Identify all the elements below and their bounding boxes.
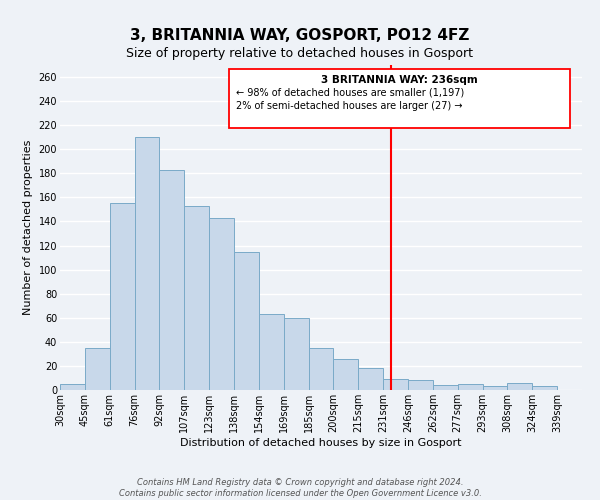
Bar: [184, 206, 209, 390]
Bar: [308, 348, 334, 390]
Bar: [134, 137, 160, 390]
Bar: [458, 384, 482, 390]
Bar: [110, 204, 134, 390]
Bar: [408, 380, 433, 390]
Bar: [60, 384, 85, 390]
Text: Size of property relative to detached houses in Gosport: Size of property relative to detached ho…: [127, 48, 473, 60]
Bar: [234, 252, 259, 390]
Bar: [532, 386, 557, 390]
Text: 3 BRITANNIA WAY: 236sqm: 3 BRITANNIA WAY: 236sqm: [321, 74, 478, 85]
Bar: [284, 318, 308, 390]
Bar: [482, 386, 508, 390]
Bar: [383, 379, 408, 390]
Text: 2% of semi-detached houses are larger (27) →: 2% of semi-detached houses are larger (2…: [236, 101, 463, 111]
Bar: [508, 383, 532, 390]
Bar: [358, 368, 383, 390]
Bar: [259, 314, 284, 390]
Text: ← 98% of detached houses are smaller (1,197): ← 98% of detached houses are smaller (1,…: [236, 88, 465, 98]
X-axis label: Distribution of detached houses by size in Gosport: Distribution of detached houses by size …: [180, 438, 462, 448]
FancyBboxPatch shape: [229, 68, 569, 128]
Y-axis label: Number of detached properties: Number of detached properties: [23, 140, 33, 315]
Bar: [160, 170, 184, 390]
Bar: [334, 358, 358, 390]
Text: 3, BRITANNIA WAY, GOSPORT, PO12 4FZ: 3, BRITANNIA WAY, GOSPORT, PO12 4FZ: [130, 28, 470, 42]
Bar: [209, 218, 234, 390]
Bar: [433, 385, 458, 390]
Bar: [85, 348, 110, 390]
Text: Contains HM Land Registry data © Crown copyright and database right 2024.
Contai: Contains HM Land Registry data © Crown c…: [119, 478, 481, 498]
